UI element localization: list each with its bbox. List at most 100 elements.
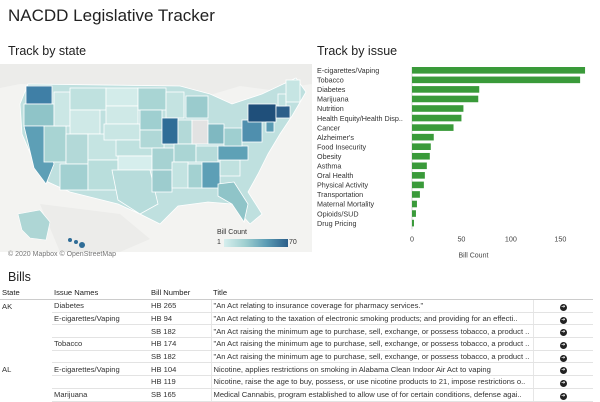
chart-category-label: E-cigarettes/Vaping: [317, 66, 379, 75]
bill-title-cell: "An Act relating to insurance coverage f…: [210, 299, 533, 313]
bill-number-cell: HB 174: [149, 337, 211, 351]
bill-title-cell: "An Act raising the minimum age to purch…: [210, 324, 533, 339]
chart-bar[interactable]: [412, 114, 462, 122]
chart-bar[interactable]: [412, 191, 420, 198]
bill-issue-cell: Marijuana: [52, 388, 149, 402]
col-header-bill-number[interactable]: Bill Number: [149, 286, 211, 300]
chart-bar[interactable]: [412, 200, 417, 208]
chart-category-label: Obesity: [317, 152, 342, 161]
chart-bar[interactable]: [412, 143, 431, 150]
chart-bar[interactable]: [412, 76, 581, 84]
bill-state-cell: [0, 376, 52, 389]
bill-number-cell: SB 182: [149, 324, 211, 339]
map-legend-title: Bill Count: [217, 229, 247, 236]
chart-bar[interactable]: [412, 172, 425, 179]
go-arrow-icon[interactable]: ➜: [559, 379, 567, 387]
bill-title-cell: Nicotine, applies restrictions on smokin…: [210, 362, 533, 377]
chart-tick-label: 0: [410, 234, 414, 243]
chart-bar[interactable]: [412, 124, 454, 131]
bill-issue-cell: E-cigarettes/Vaping: [52, 362, 149, 377]
col-header-issue[interactable]: Issue Names: [52, 286, 149, 300]
table-row[interactable]: SB 182 "An Act raising the minimum age to…: [0, 350, 593, 364]
go-arrow-icon[interactable]: ➜: [559, 392, 567, 400]
chart-category-label: Marijuana: [317, 95, 349, 104]
bill-title-cell: "An Act raising the minimum age to purch…: [210, 337, 533, 351]
chart-bar[interactable]: [412, 105, 464, 112]
chart-category-label: Nutrition: [317, 104, 344, 113]
bill-link-cell[interactable]: ➜: [532, 312, 593, 326]
table-row[interactable]: HB 119 Nicotine, raise the age to buy, po…: [0, 375, 593, 389]
bill-number-cell: HB 265: [149, 299, 211, 313]
page-title: NACDD Legislative Tracker: [8, 6, 215, 25]
chart-bar[interactable]: [412, 67, 586, 74]
chart-bar[interactable]: [412, 219, 414, 227]
bills-table-wrap: State Issue Names Bill Number Title AK Di…: [0, 286, 600, 402]
chart-category-label: Diabetes: [317, 85, 346, 94]
map-legend-min: 1: [217, 239, 221, 246]
bill-title-cell: Nicotine, raise the age to buy, possess,…: [210, 375, 533, 389]
chart-tick-label: 50: [457, 234, 465, 243]
state-map[interactable]: [0, 64, 312, 252]
bill-number-cell: HB 94: [149, 312, 211, 326]
chart-category-label: Asthma: [317, 162, 341, 171]
bill-title-cell: Medical Cannabis, program established to…: [210, 388, 533, 402]
chart-bar[interactable]: [412, 210, 416, 217]
chart-category-label: Tobacco: [317, 76, 344, 85]
table-row[interactable]: SB 182 "An Act raising the minimum age to…: [0, 324, 593, 339]
bill-state-cell: AL: [2, 364, 12, 374]
bill-issue-cell: Tobacco: [52, 337, 149, 351]
go-arrow-icon[interactable]: ➜: [559, 329, 567, 337]
chart-category-label: Oral Health: [317, 171, 353, 180]
bill-issue-cell: [52, 324, 149, 339]
state-section-title: Track by state: [8, 44, 87, 58]
chart-tick-label: 100: [505, 234, 517, 243]
issue-bar-chart[interactable]: E-cigarettes/VapingTobaccoDiabetesMariju…: [312, 62, 600, 262]
state-map-svg[interactable]: [0, 64, 312, 252]
col-header-state[interactable]: State: [0, 286, 52, 300]
bill-issue-cell: [52, 375, 149, 389]
bill-issue-cell: E-cigarettes/Vaping: [52, 312, 149, 326]
bill-number-cell: SB 165: [149, 388, 211, 402]
chart-bar[interactable]: [412, 86, 480, 93]
table-row[interactable]: AK Diabetes HB 265 "An Act relating to insu…: [0, 299, 593, 313]
chart-bar[interactable]: [412, 152, 430, 160]
chart-category-label: Health Equity/Health Disp..: [317, 114, 403, 123]
bill-state-cell: [0, 338, 52, 351]
bill-link-cell[interactable]: ➜: [532, 337, 593, 351]
bill-state-cell: [0, 350, 52, 363]
table-row[interactable]: Tobacco HB 174 "An Act raising the minimum…: [0, 337, 593, 351]
table-row[interactable]: Marijuana SB 165 Medical Cannabis, program…: [0, 388, 593, 402]
chart-category-label: Physical Activity: [317, 181, 369, 190]
bills-section-title: Bills: [8, 270, 31, 284]
chart-category-label: Food Insecurity: [317, 142, 367, 151]
chart-bar[interactable]: [412, 95, 479, 103]
chart-category-label: Transportation: [317, 190, 363, 199]
chart-bar[interactable]: [412, 133, 434, 141]
bill-title-cell: "An Act raising the minimum age to purch…: [210, 350, 533, 364]
bill-state-cell: [0, 325, 52, 338]
bill-number-cell: SB 182: [149, 350, 211, 364]
bill-issue-cell: Diabetes: [52, 299, 149, 313]
go-arrow-icon[interactable]: ➜: [559, 367, 567, 375]
table-row[interactable]: E-cigarettes/Vaping HB 94 "An Act relating…: [0, 312, 593, 326]
col-header-title[interactable]: Title: [211, 286, 533, 300]
go-arrow-icon[interactable]: ➜: [559, 341, 567, 349]
map-legend-max: 70: [289, 239, 297, 246]
chart-bar[interactable]: [412, 162, 427, 170]
bill-link-cell[interactable]: ➜: [532, 362, 593, 377]
bill-link-cell[interactable]: ➜: [532, 375, 593, 389]
bill-link-cell[interactable]: ➜: [532, 324, 593, 339]
bill-title-cell: "An Act relating to the taxation of elec…: [210, 312, 533, 326]
bill-link-cell[interactable]: ➜: [532, 299, 593, 313]
bill-link-cell[interactable]: ➜: [532, 388, 593, 402]
table-row[interactable]: AL E-cigarettes/Vaping HB 104 Nicotine, app…: [0, 362, 593, 377]
go-arrow-icon[interactable]: ➜: [559, 316, 567, 324]
map-legend-gradient: [224, 239, 288, 247]
go-arrow-icon[interactable]: ➜: [559, 303, 567, 311]
map-attribution: © 2020 Mapbox © OpenStreetMap: [8, 251, 116, 258]
chart-bar[interactable]: [412, 181, 424, 189]
bill-link-cell[interactable]: ➜: [532, 350, 593, 364]
bill-state-cell: [0, 312, 52, 325]
go-arrow-icon[interactable]: ➜: [559, 354, 567, 362]
bill-number-cell: HB 104: [149, 362, 211, 377]
